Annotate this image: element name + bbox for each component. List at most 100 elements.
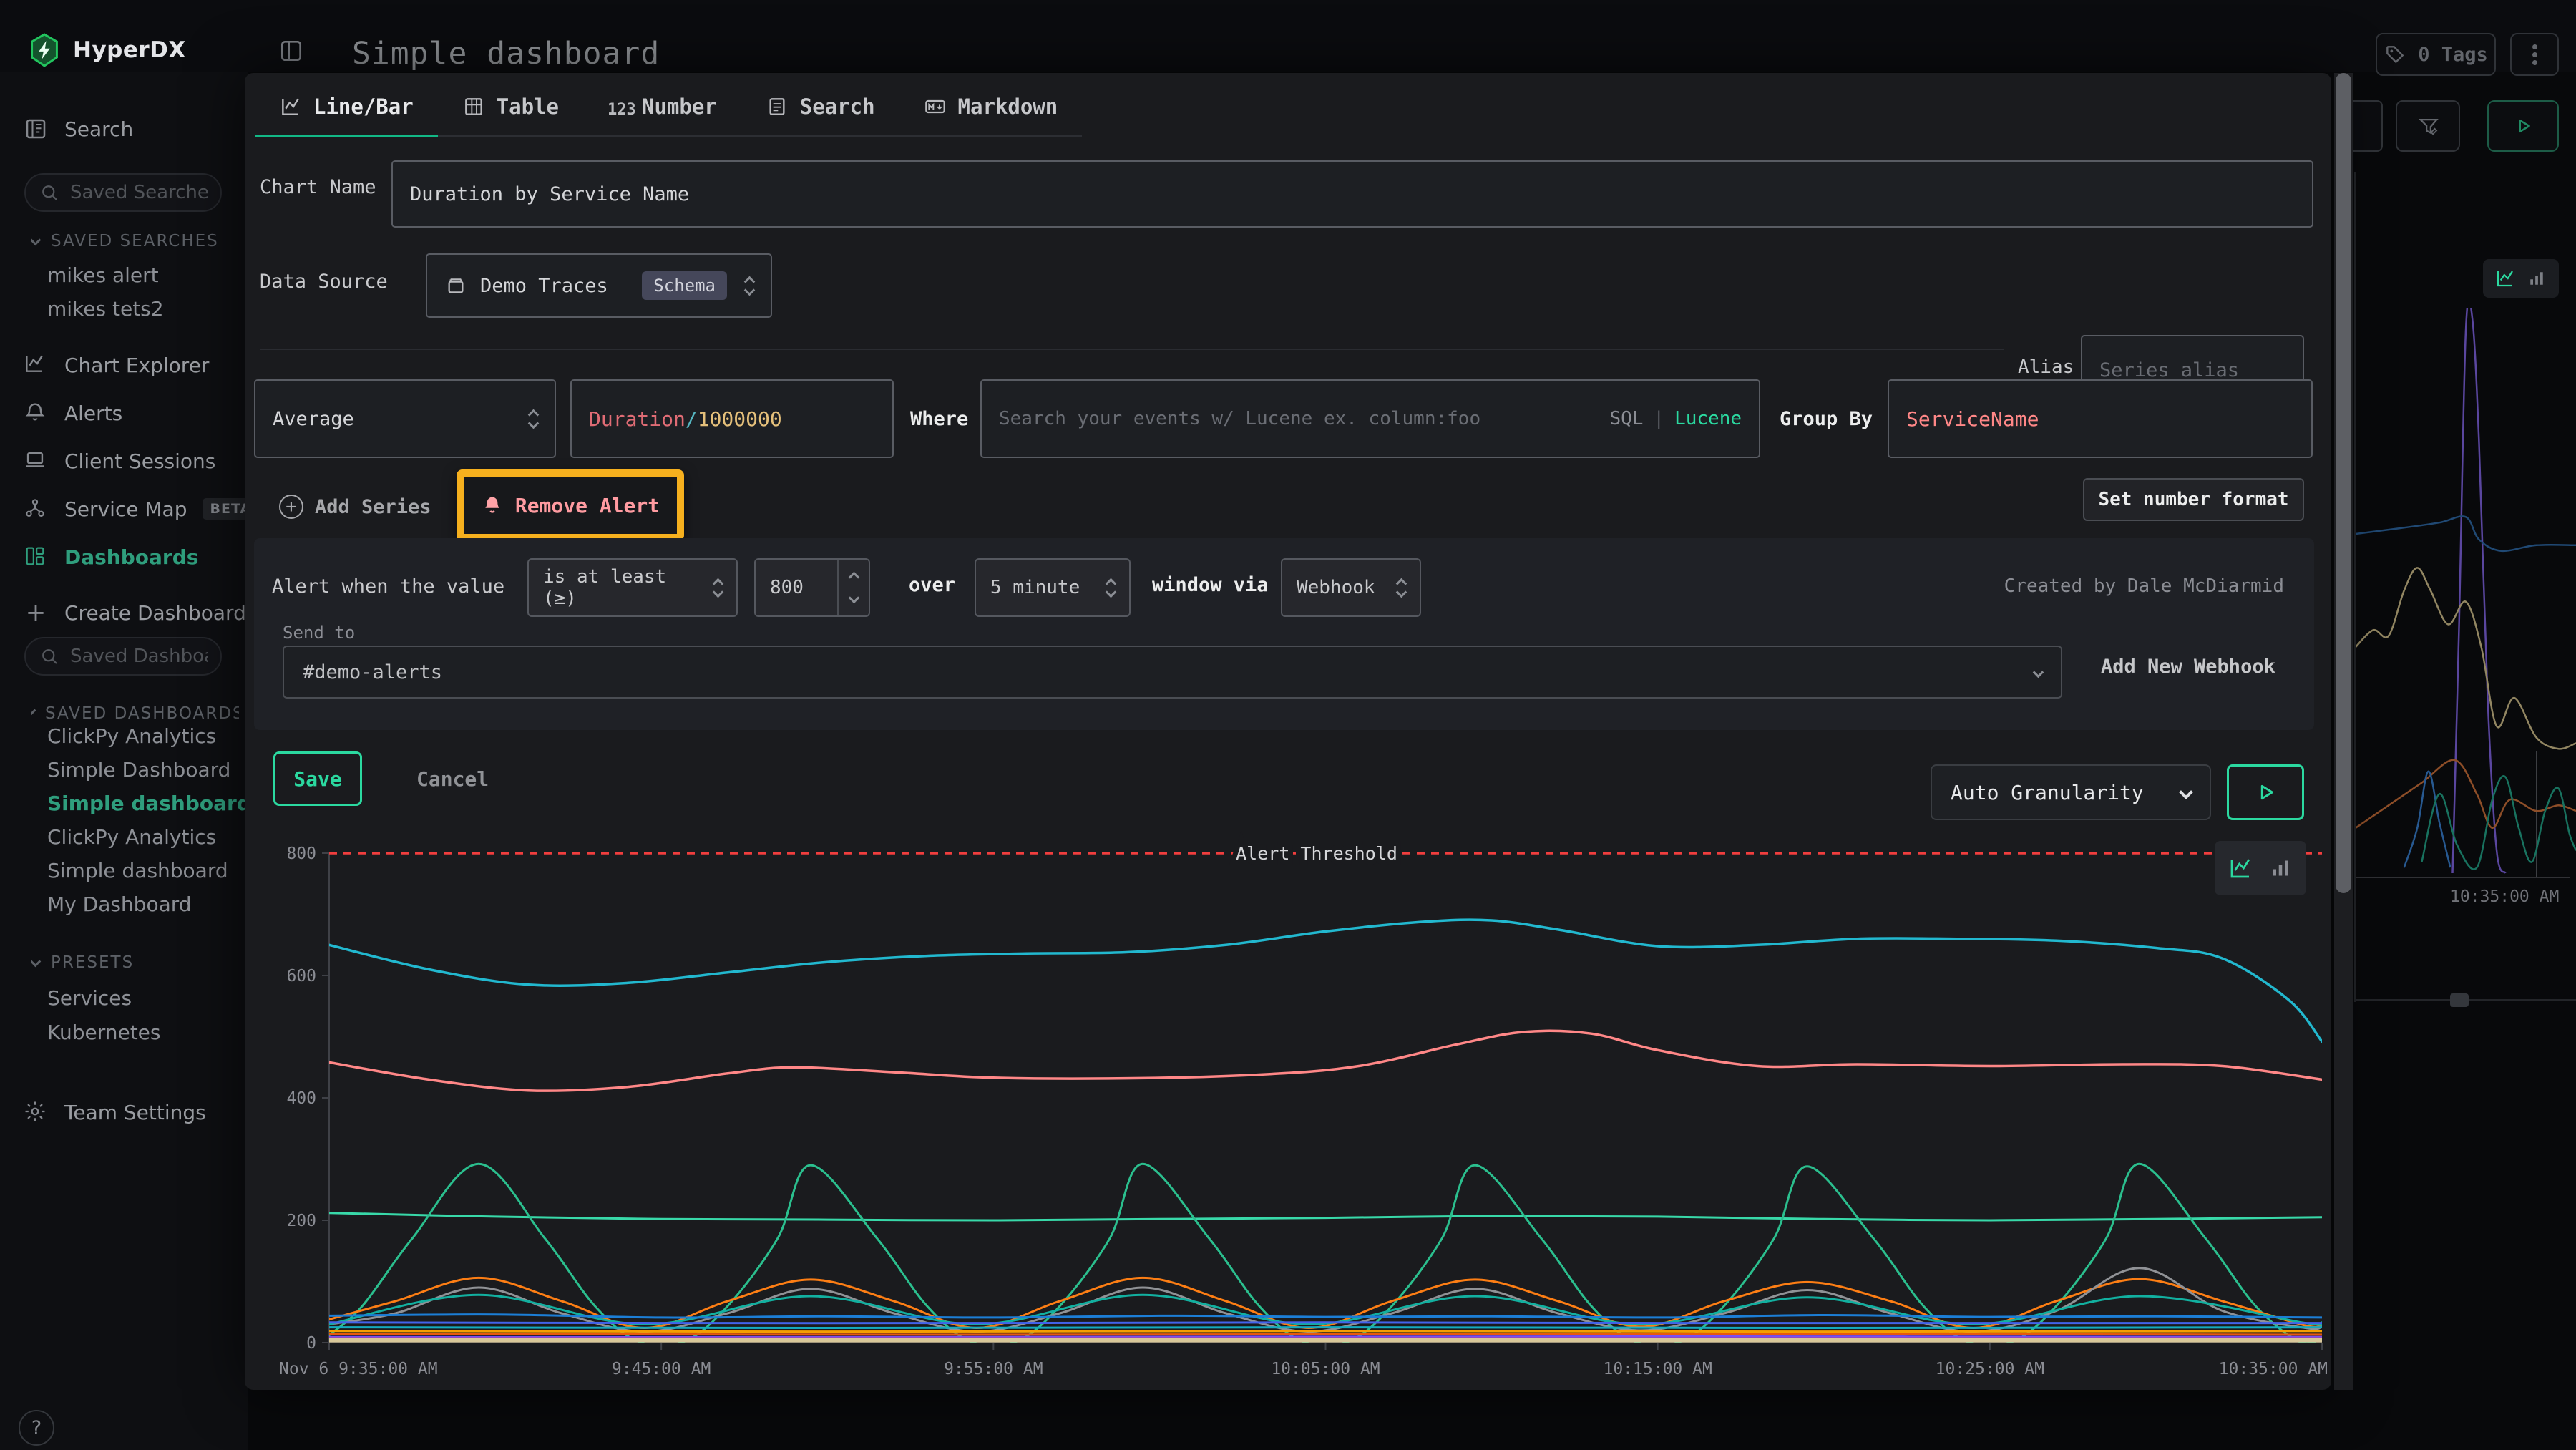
add-new-webhook-button[interactable]: Add New Webhook	[2101, 656, 2275, 678]
saved-dashboard-clickpy-analytics[interactable]: ClickPy Analytics	[47, 724, 216, 748]
sidebar: Search Saved Searches SAVED SEARCHES mik…	[0, 72, 248, 1450]
aggregation-field-input[interactable]: Duration/1000000	[570, 379, 894, 458]
saved-dashboard-simple-dashboard[interactable]: Simple Dashboard	[47, 758, 230, 782]
app-name: HyperDX	[73, 37, 186, 63]
cancel-button[interactable]: Cancel	[399, 751, 506, 806]
saved-searches-input[interactable]: Saved Searches	[24, 173, 222, 212]
number-spinner[interactable]	[837, 560, 869, 615]
group-by-label: Group By	[1780, 408, 1873, 430]
series-orange-flat	[329, 1334, 2322, 1335]
sidebar-item-search[interactable]: Search	[0, 109, 248, 149]
lucene-mode-button[interactable]: Lucene	[1674, 408, 1742, 429]
more-options-button[interactable]	[2510, 33, 2559, 76]
duration-chart-svg: 0200400600800Nov 6 9:35:00 AM9:45:00 AM9…	[272, 830, 2333, 1390]
select-chevrons-icon	[1397, 580, 1405, 596]
schema-badge[interactable]: Schema	[642, 271, 727, 300]
search-doc-icon	[23, 116, 49, 142]
saved-dashboard-simple-dashboard[interactable]: Simple dashboard	[47, 859, 228, 882]
bell-icon	[23, 400, 49, 426]
chevron-down-icon	[2181, 787, 2191, 797]
saved-dashboard-simple-dashboard[interactable]: Simple dashboard	[47, 792, 251, 815]
data-source-select[interactable]: Demo Traces Schema	[426, 253, 772, 318]
sidebar-item-alerts[interactable]: Alerts	[0, 393, 248, 433]
filter-button[interactable]	[2396, 100, 2460, 152]
filter-icon	[2416, 115, 2439, 137]
app-logo[interactable]: HyperDX	[29, 33, 186, 67]
scrollbar-thumb[interactable]	[2336, 73, 2351, 893]
laptop-icon	[23, 448, 49, 474]
preset-services[interactable]: Services	[47, 986, 132, 1010]
svg-text:10:15:00 AM: 10:15:00 AM	[1604, 1360, 1712, 1378]
alert-channel-select[interactable]: Webhook	[1281, 558, 1421, 617]
saved-searches-header[interactable]: SAVED SEARCHES	[31, 232, 239, 250]
panel-resize-handle[interactable]	[2450, 993, 2469, 1007]
line-chart-icon	[2228, 855, 2253, 881]
magnifier-icon	[39, 182, 60, 203]
preset-kubernetes[interactable]: Kubernetes	[47, 1021, 161, 1044]
sidebar-item-label: Search	[64, 117, 133, 141]
mini-series-tan-wave	[2356, 568, 2576, 749]
123-icon: 123	[608, 95, 630, 118]
chevron-down-icon	[31, 955, 41, 967]
chart-name-label: Chart Name	[260, 176, 376, 198]
help-button[interactable]: ?	[19, 1410, 54, 1446]
created-by-label: Created by Dale McDiarmid	[2004, 575, 2284, 597]
presets-header[interactable]: PRESETS	[31, 953, 239, 972]
sidebar-item-client-sessions[interactable]: Client Sessions	[0, 441, 248, 481]
saved-dashboards-header[interactable]: SAVED DASHBOARDS	[31, 704, 239, 723]
series-orange-wave	[329, 1278, 2322, 1328]
alert-prefix-label: Alert when the value	[272, 575, 504, 598]
chart-name-input[interactable]: Duration by Service Name	[391, 160, 2313, 228]
series-teal-wave	[329, 1295, 2324, 1325]
tab-number[interactable]: 123Number	[583, 80, 741, 137]
saved-dashboards-input[interactable]: Saved Dashboards	[24, 637, 222, 676]
create-dashboard-button[interactable]: + Create Dashboard	[0, 593, 248, 633]
sql-mode-button[interactable]: SQL	[1609, 408, 1643, 429]
over-label: over	[909, 574, 955, 596]
behind-chart-type-toggle[interactable]	[2483, 259, 2559, 298]
plus-circle-icon: +	[279, 495, 303, 519]
sidebar-collapse-icon[interactable]	[278, 37, 305, 64]
saved-search-mikes-tets2[interactable]: mikes tets2	[47, 297, 164, 321]
tags-label: 0 Tags	[2418, 44, 2488, 66]
group-by-input[interactable]: ServiceName	[1888, 379, 2313, 458]
series-yellow-flat	[329, 1331, 2322, 1332]
granularity-select[interactable]: Auto Granularity	[1931, 764, 2211, 820]
sidebar-item-team-settings[interactable]: Team Settings	[0, 1092, 248, 1132]
tab-markdown[interactable]: Markdown	[899, 80, 1083, 137]
sidebar-item-dashboards[interactable]: Dashboards	[0, 537, 248, 577]
remove-alert-button-highlight[interactable]: Remove Alert	[457, 469, 684, 541]
alert-window-select[interactable]: 5 minute	[975, 558, 1131, 617]
svg-text:10:05:00 AM: 10:05:00 AM	[1271, 1360, 1380, 1378]
alert-condition-select[interactable]: is at least (≥)	[527, 558, 738, 617]
behind-chart-time-label: 10:35:00 AM	[2450, 887, 2559, 906]
saved-searches-placeholder: Saved Searches	[70, 182, 208, 203]
tab-line-bar[interactable]: Line/Bar	[255, 80, 438, 137]
svc-map-icon	[23, 496, 49, 522]
saved-search-mikes-alert[interactable]: mikes alert	[47, 263, 159, 287]
modal-scrollbar[interactable]	[2334, 73, 2353, 1390]
saved-dashboard-my-dashboard[interactable]: My Dashboard	[47, 892, 192, 916]
send-to-select[interactable]: #demo-alerts	[283, 646, 2062, 699]
tab-table[interactable]: Table	[438, 80, 583, 137]
set-number-format-button[interactable]: Set number format	[2083, 478, 2304, 521]
run-query-behind-button[interactable]	[2487, 100, 2559, 152]
where-search-input[interactable]: Search your events w/ Lucene ex. column:…	[980, 379, 1760, 458]
aggregation-select[interactable]: Average	[254, 379, 556, 458]
edit-chart-modal: Line/BarTable123NumberSearchMarkdown Cha…	[245, 73, 2331, 1390]
tags-button[interactable]: 0 Tags	[2376, 33, 2496, 76]
svg-text:9:55:00 AM: 9:55:00 AM	[944, 1360, 1043, 1378]
save-button[interactable]: Save	[273, 751, 362, 806]
run-chart-button[interactable]	[2227, 764, 2304, 820]
tab-search[interactable]: Search	[741, 80, 899, 137]
sidebar-item-service-map[interactable]: Service MapBETA	[0, 489, 248, 529]
chart-display-toggle[interactable]	[2215, 841, 2306, 895]
add-series-button[interactable]: + Add Series	[279, 487, 431, 527]
mini-series-darkblue-line	[2356, 516, 2576, 550]
window-via-label: window via	[1152, 574, 1269, 596]
series-cyan-top	[329, 920, 2322, 1041]
saved-dashboard-clickpy-analytics[interactable]: ClickPy Analytics	[47, 825, 216, 849]
alert-threshold-input[interactable]: 800	[754, 558, 870, 617]
sidebar-item-chart-explorer[interactable]: Chart Explorer	[0, 345, 248, 385]
alert-threshold-label: Alert Threshold	[1236, 843, 1397, 864]
